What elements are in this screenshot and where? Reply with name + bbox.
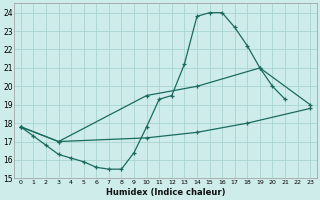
X-axis label: Humidex (Indice chaleur): Humidex (Indice chaleur)	[106, 188, 225, 197]
